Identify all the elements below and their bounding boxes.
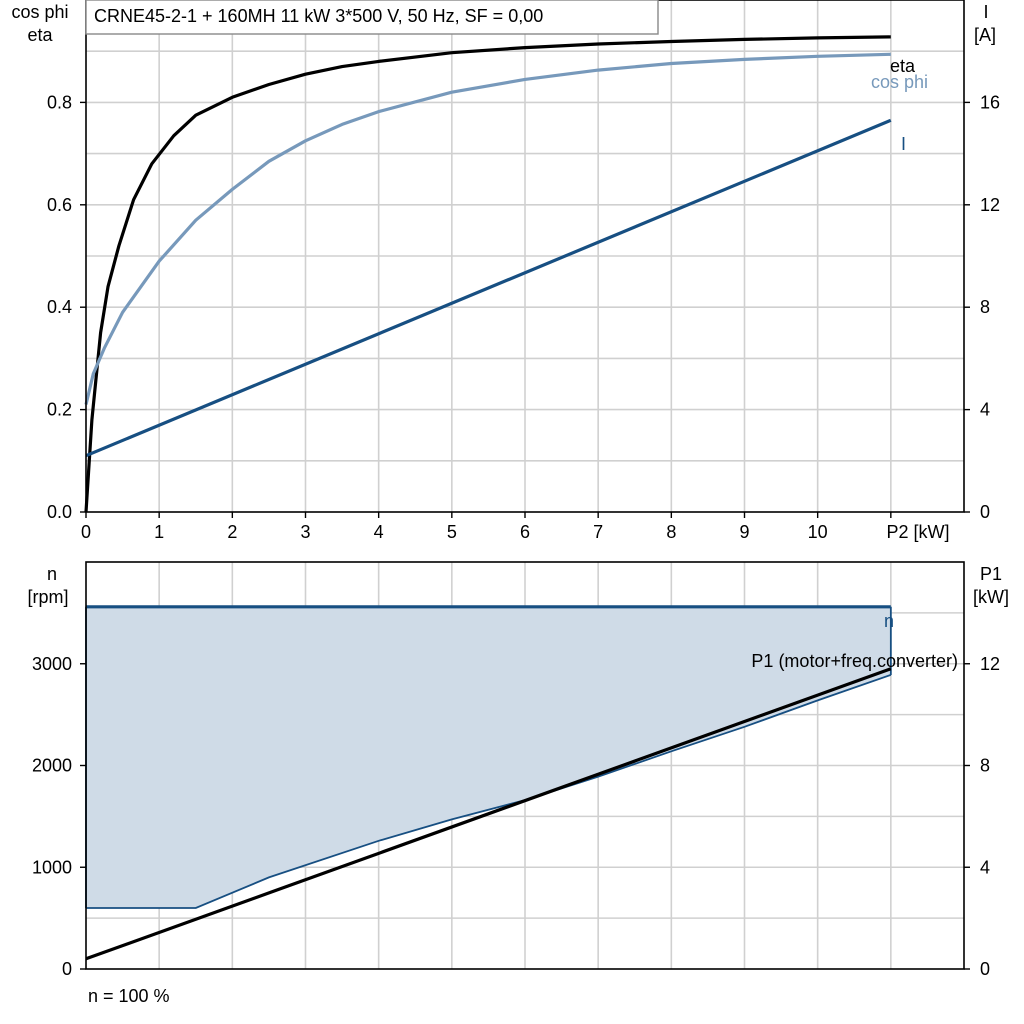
- left-axis-label-cos-phi: cos phi: [11, 2, 68, 22]
- y-left-tick-label: 2000: [32, 756, 72, 776]
- y-left-tick-label: 0.6: [47, 195, 72, 215]
- left-axis-label-eta: eta: [27, 25, 53, 45]
- x-tick-label: 9: [739, 522, 749, 542]
- y-left-tick-label: 0.0: [47, 502, 72, 522]
- left-axis-ticks: 0.0 0.2 0.4 0.6 0.8: [47, 92, 86, 522]
- y-right-tick-label: 0: [980, 959, 990, 979]
- right-axis-label-i: I: [983, 2, 988, 22]
- series-line-p1-motor-freq-converter: [85, 667, 892, 961]
- series-lines: [84, 35, 892, 513]
- right-axis-label-p1: P1: [980, 564, 1002, 584]
- series-line-cos-phi: [84, 52, 891, 405]
- x-tick-label: 4: [374, 522, 384, 542]
- y-left-tick-label: 0.8: [47, 92, 72, 112]
- x-tick-label: 3: [300, 522, 310, 542]
- left-axis-label-n: n: [47, 564, 57, 584]
- speed-note: n = 100 %: [88, 986, 170, 1006]
- x-axis-label: P2 [kW]: [886, 522, 949, 542]
- speed-power-chart: 0 1000 2000 3000 0 4 8 12 n [rpm] P1 [kW] n P1…: [27, 561, 1009, 1006]
- series-label-p1: P1 (motor+freq.converter): [751, 651, 958, 671]
- series-label-n: n: [884, 611, 894, 631]
- y-right-tick-label: 8: [980, 756, 990, 776]
- x-tick-label: 5: [447, 522, 457, 542]
- x-tick-label: 2: [227, 522, 237, 542]
- x-axis-ticks: 0 1 2 3 4 5 6 7 8 9 10: [81, 512, 892, 542]
- y-right-tick-label: 8: [980, 297, 990, 317]
- series-line-eta: [84, 35, 891, 513]
- right-axis-ticks: 0 4 8 12 16: [964, 92, 1000, 522]
- y-right-tick-label: 16: [980, 92, 1000, 112]
- title-box: [85, 0, 659, 35]
- chart-title: CRNE45-2-1 + 160MH 11 kW 3*500 V, 50 Hz,…: [94, 6, 543, 26]
- series-label-eta: eta: [890, 56, 916, 76]
- left-axis-unit-rpm: [rpm]: [27, 587, 68, 607]
- y-right-tick-label: 4: [980, 857, 990, 877]
- grid-lines: [86, 0, 964, 512]
- y-left-tick-label: 0.2: [47, 400, 72, 420]
- x-tick-label: 10: [808, 522, 828, 542]
- right-axis-ticks: 0 4 8 12: [964, 654, 1000, 979]
- series-line-i: [85, 118, 892, 458]
- x-tick-label: 8: [666, 522, 676, 542]
- x-tick-label: 0: [81, 522, 91, 542]
- x-tick-label: 6: [520, 522, 530, 542]
- x-tick-label: 7: [593, 522, 603, 542]
- y-left-tick-label: 1000: [32, 857, 72, 877]
- series-lines: [85, 605, 892, 961]
- y-right-tick-label: 4: [980, 400, 990, 420]
- y-left-tick-label: 3000: [32, 654, 72, 674]
- right-axis-unit-kw: [kW]: [973, 587, 1009, 607]
- operating-range-fill: [86, 606, 891, 908]
- y-right-tick-label: 12: [980, 654, 1000, 674]
- y-left-tick-label: 0: [62, 959, 72, 979]
- right-axis-unit-a: [A]: [974, 25, 996, 45]
- left-axis-ticks: 0 1000 2000 3000: [32, 654, 86, 979]
- series-label-cos-phi: cos phi: [871, 72, 928, 92]
- y-left-tick-label: 0.4: [47, 297, 72, 317]
- x-tick-label: 1: [154, 522, 164, 542]
- y-right-tick-label: 0: [980, 502, 990, 522]
- y-right-tick-label: 12: [980, 195, 1000, 215]
- series-label-i: I: [901, 134, 906, 154]
